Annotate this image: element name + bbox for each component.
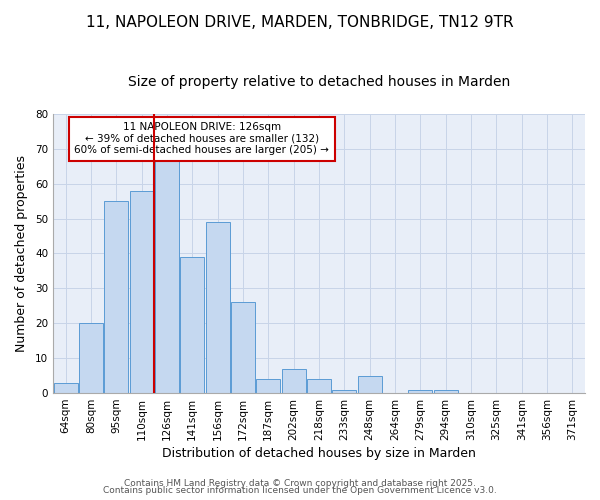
Bar bbox=[231, 302, 255, 393]
Text: Contains public sector information licensed under the Open Government Licence v3: Contains public sector information licen… bbox=[103, 486, 497, 495]
Bar bbox=[358, 376, 382, 393]
Bar bbox=[281, 368, 305, 393]
Bar bbox=[408, 390, 433, 393]
Bar bbox=[307, 379, 331, 393]
Bar bbox=[104, 201, 128, 393]
Text: 11, NAPOLEON DRIVE, MARDEN, TONBRIDGE, TN12 9TR: 11, NAPOLEON DRIVE, MARDEN, TONBRIDGE, T… bbox=[86, 15, 514, 30]
Bar bbox=[180, 257, 205, 393]
Bar bbox=[155, 159, 179, 393]
Y-axis label: Number of detached properties: Number of detached properties bbox=[15, 155, 28, 352]
Bar bbox=[332, 390, 356, 393]
Text: 11 NAPOLEON DRIVE: 126sqm
← 39% of detached houses are smaller (132)
60% of semi: 11 NAPOLEON DRIVE: 126sqm ← 39% of detac… bbox=[74, 122, 329, 156]
Bar bbox=[256, 379, 280, 393]
Bar bbox=[53, 382, 77, 393]
Bar bbox=[434, 390, 458, 393]
Bar bbox=[206, 222, 230, 393]
Title: Size of property relative to detached houses in Marden: Size of property relative to detached ho… bbox=[128, 75, 510, 89]
Bar bbox=[130, 190, 154, 393]
Bar bbox=[79, 323, 103, 393]
Text: Contains HM Land Registry data © Crown copyright and database right 2025.: Contains HM Land Registry data © Crown c… bbox=[124, 478, 476, 488]
X-axis label: Distribution of detached houses by size in Marden: Distribution of detached houses by size … bbox=[162, 447, 476, 460]
